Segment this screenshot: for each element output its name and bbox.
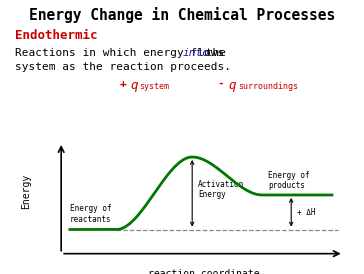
Text: Activation
Energy: Activation Energy — [198, 180, 244, 199]
Text: system as the reaction proceeds.: system as the reaction proceeds. — [15, 62, 230, 72]
Text: Endothermic: Endothermic — [15, 29, 97, 42]
Text: surroundings: surroundings — [238, 82, 298, 91]
Text: Reactions in which energy flows: Reactions in which energy flows — [15, 48, 230, 58]
Text: +: + — [120, 79, 134, 89]
Text: the: the — [199, 48, 226, 58]
Text: Energy: Energy — [21, 174, 31, 209]
Text: Energy of
products: Energy of products — [268, 171, 309, 190]
Text: + ΔH: + ΔH — [297, 208, 316, 217]
Text: reaction coordinate: reaction coordinate — [148, 269, 260, 274]
Text: Energy of
reactants: Energy of reactants — [70, 204, 111, 224]
Text: system: system — [139, 82, 169, 91]
Text: -: - — [218, 79, 232, 89]
Text: Energy Change in Chemical Processes: Energy Change in Chemical Processes — [29, 7, 335, 23]
Text: q: q — [229, 79, 236, 92]
Text: q: q — [130, 79, 138, 92]
Text: into: into — [183, 48, 210, 58]
